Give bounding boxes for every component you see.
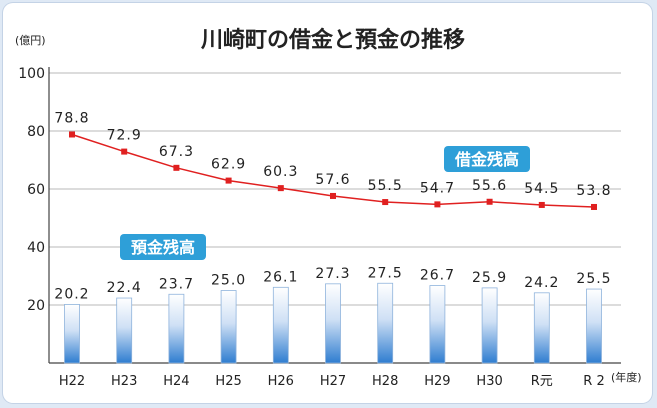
debt-value-labels: 78.8 72.9 67.3 62.9 60.3 57.6 55.5 54.7 55.6 54.5… xyxy=(54,110,611,199)
x-tick-label: H26 xyxy=(268,374,294,389)
chart-frame: 川崎町の借金と預金の推移 (億円) (年度) 100 80 60 40 20 20.2 2… xyxy=(3,3,652,403)
deposit-bar xyxy=(481,287,498,364)
y-tick-label: 80 xyxy=(27,124,45,140)
deposit-value-label: 20.2 xyxy=(54,286,89,302)
debt-point xyxy=(382,199,389,206)
deposit-value-label: 24.2 xyxy=(524,275,559,291)
deposit-bar xyxy=(325,283,341,364)
deposit-bar xyxy=(168,293,185,364)
chart-title: 川崎町の借金と預金の推移 xyxy=(200,27,465,53)
debt-value-label: 54.5 xyxy=(524,181,559,197)
deposit-bars xyxy=(64,282,602,364)
debt-point xyxy=(173,164,180,171)
debt-point xyxy=(121,148,128,155)
debt-value-label: 54.7 xyxy=(420,180,455,196)
debt-value-label: 53.8 xyxy=(576,183,611,199)
debt-badge-background xyxy=(444,146,530,172)
x-tick-labels: H22 H23 H24 H25 H26 H27 H28 H29 H30 R元 R 2 xyxy=(59,374,605,389)
x-tick-label: H30 xyxy=(476,374,502,389)
debt-value-label: 60.3 xyxy=(263,164,298,180)
x-tick-label: H25 xyxy=(215,374,241,389)
deposit-value-labels: 20.2 22.4 23.7 25.0 26.1 27.3 27.5 26.7 25.9 24.2… xyxy=(54,265,611,302)
debt-point xyxy=(538,201,545,208)
y-tick-label: 100 xyxy=(18,66,45,82)
y-tick-labels: 100 80 60 40 20 xyxy=(18,66,45,314)
x-axis-unit-label: (年度) xyxy=(611,370,642,384)
debt-value-label: 55.6 xyxy=(472,178,507,194)
debt-value-label: 78.8 xyxy=(54,110,89,126)
y-axis-unit-label: (億円) xyxy=(15,34,46,47)
deposit-bar xyxy=(272,286,289,364)
deposit-badge-background xyxy=(120,234,206,260)
debt-value-label: 55.5 xyxy=(368,178,403,194)
x-tick-label: H28 xyxy=(372,374,398,389)
deposit-value-label: 25.5 xyxy=(576,271,611,287)
deposit-bar xyxy=(220,290,237,364)
x-tick-label: H22 xyxy=(59,374,85,389)
x-tick-label: R 2 xyxy=(583,374,604,389)
debt-point xyxy=(225,177,232,184)
deposit-value-label: 27.5 xyxy=(368,265,403,281)
x-tick-label: H23 xyxy=(111,374,137,389)
x-tick-label: H29 xyxy=(424,374,450,389)
debt-line-series xyxy=(69,131,597,210)
deposit-bar xyxy=(533,292,550,364)
debt-point xyxy=(330,192,336,199)
y-tick-label: 40 xyxy=(27,240,45,256)
deposit-value-label: 27.3 xyxy=(315,266,350,282)
y-tick-label: 60 xyxy=(27,182,45,198)
debt-point xyxy=(486,198,493,205)
deposit-value-label: 26.1 xyxy=(263,269,298,285)
deposit-series-badge: 預金残高 xyxy=(120,234,206,260)
debt-point xyxy=(434,201,441,208)
deposit-value-label: 26.7 xyxy=(420,268,455,284)
debt-value-label: 62.9 xyxy=(211,157,246,173)
deposit-bar xyxy=(429,285,446,364)
deposit-bar xyxy=(116,297,133,364)
deposit-bar xyxy=(64,304,80,364)
deposit-value-label: 25.9 xyxy=(472,270,507,286)
x-tick-label: R元 xyxy=(531,374,553,389)
debt-value-label: 57.6 xyxy=(315,172,350,188)
debt-series-label: 借金残高 xyxy=(454,150,519,169)
deposit-series-label: 預金残高 xyxy=(131,238,195,257)
deposit-bar xyxy=(586,288,602,364)
debt-point xyxy=(591,203,597,210)
y-tick-label: 20 xyxy=(27,298,45,314)
debt-series-badge: 借金残高 xyxy=(444,146,530,172)
deposit-value-label: 25.0 xyxy=(211,273,246,289)
deposit-value-label: 22.4 xyxy=(107,280,142,296)
debt-value-label: 72.9 xyxy=(107,128,142,144)
x-tick-label: H24 xyxy=(163,374,189,389)
x-tick-label: H27 xyxy=(320,374,346,389)
debt-point xyxy=(277,185,284,192)
deposit-value-label: 23.7 xyxy=(159,276,194,292)
debt-value-label: 67.3 xyxy=(159,144,194,160)
deposit-bar xyxy=(377,282,394,364)
debt-point xyxy=(69,131,75,138)
